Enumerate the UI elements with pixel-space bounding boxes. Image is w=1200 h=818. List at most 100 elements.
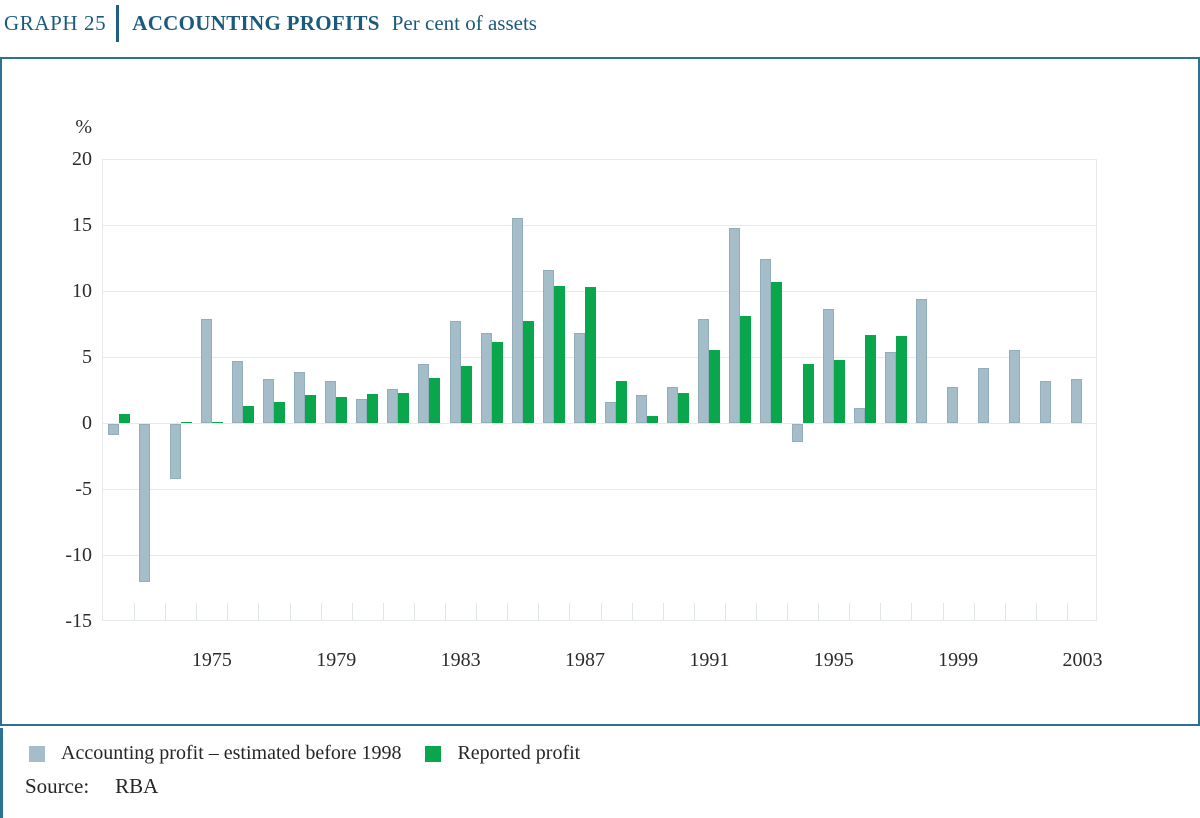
axis-tick <box>351 603 353 621</box>
axis-tick <box>476 603 478 621</box>
axis-tick <box>258 603 260 621</box>
bar-reported-1988 <box>616 380 627 423</box>
x-tick-label-1979: 1979 <box>316 649 357 671</box>
gridline-0 <box>103 423 1096 424</box>
bar-reported-1985 <box>522 321 534 423</box>
bar-reported-1996 <box>864 334 876 423</box>
bar-reported-1990 <box>678 392 690 423</box>
axis-tick <box>662 603 664 621</box>
bar-reported-1995 <box>833 359 845 423</box>
bar-accounting-2000 <box>978 367 990 423</box>
axis-tick <box>880 603 882 621</box>
bar-accounting-1988 <box>605 401 616 423</box>
bar-accounting-1999 <box>947 387 959 423</box>
chart-subtitle: Per cent of assets <box>391 10 537 35</box>
axis-tick <box>227 603 229 621</box>
x-tick-label-2003: 2003 <box>1062 649 1103 671</box>
plot-area: 1975 1979 1983 1987 1991 1995 1999 2003 <box>102 159 1102 671</box>
axis-tick <box>787 603 789 621</box>
bar-accounting-1989 <box>636 395 648 423</box>
axis-tick <box>507 603 509 621</box>
axis-tick <box>134 603 136 621</box>
bar-accounting-1994 <box>791 424 803 443</box>
x-tick-label-1983: 1983 <box>440 649 481 671</box>
legend-item-accounting: Accounting profit – estimated before 199… <box>29 742 401 765</box>
axis-tick <box>755 603 757 621</box>
axis-tick <box>818 603 820 621</box>
y-tick-label--5: -5 <box>75 478 92 500</box>
bar-reported-1993 <box>771 281 783 423</box>
gridline-10 <box>103 291 1096 292</box>
axis-tick <box>849 603 851 621</box>
axis-tick <box>724 603 726 621</box>
legend-label-reported: Reported profit <box>457 742 581 764</box>
bar-reported-1975 <box>211 421 223 423</box>
axis-tick <box>538 603 540 621</box>
bar-accounting-1973 <box>138 424 150 583</box>
axis-tick <box>196 603 198 621</box>
bar-reported-1997 <box>895 335 907 423</box>
bar-accounting-1997 <box>884 351 896 423</box>
bar-reported-1977 <box>273 401 285 423</box>
bar-reported-1994 <box>802 363 814 423</box>
bar-accounting-1986 <box>542 269 554 423</box>
bar-reported-1983 <box>460 366 472 423</box>
bar-accounting-1972 <box>107 424 119 435</box>
x-tick-label-1999: 1999 <box>938 649 979 671</box>
bar-accounting-1978 <box>294 371 306 423</box>
bar-reported-1986 <box>553 285 565 423</box>
bar-reported-1972 <box>118 413 130 423</box>
bar-accounting-1990 <box>667 387 679 423</box>
bar-accounting-1996 <box>853 408 865 423</box>
bar-accounting-1985 <box>511 218 523 423</box>
axis-tick <box>1004 603 1006 621</box>
reported-profit-swatch <box>425 745 442 762</box>
bar-accounting-1976 <box>231 360 243 423</box>
bar-reported-1982 <box>429 378 441 423</box>
bar-accounting-1977 <box>262 379 274 423</box>
axis-tick <box>693 603 695 621</box>
bar-reported-1989 <box>647 416 659 423</box>
bar-accounting-1995 <box>822 309 834 423</box>
bar-accounting-1991 <box>698 318 710 423</box>
axis-tick <box>1066 603 1068 621</box>
x-tick-label-1975: 1975 <box>191 649 232 671</box>
bar-accounting-1974 <box>169 424 181 480</box>
header-divider <box>116 4 120 42</box>
y-tick-label-15: 15 <box>72 214 92 236</box>
axis-tick <box>165 603 167 621</box>
axis-tick <box>600 603 602 621</box>
gridline-5 <box>103 357 1096 358</box>
bar-reported-1984 <box>491 342 503 423</box>
legend-label-accounting: Accounting profit – estimated before 199… <box>61 742 402 764</box>
y-tick-label--15: -15 <box>65 610 92 632</box>
bar-accounting-1993 <box>760 259 772 423</box>
bar-reported-1981 <box>398 392 410 423</box>
legend-area: Accounting profit – estimated before 199… <box>0 728 1200 818</box>
y-tick-label-20: 20 <box>72 148 92 170</box>
axis-tick <box>942 603 944 621</box>
bar-accounting-1987 <box>573 333 585 423</box>
axis-tick <box>631 603 633 621</box>
x-tick-label-1991: 1991 <box>689 649 730 671</box>
bar-reported-1978 <box>305 395 317 423</box>
bar-accounting-2002 <box>1040 380 1052 423</box>
gridline--10 <box>103 555 1096 556</box>
bar-accounting-1981 <box>387 388 399 423</box>
gridline--15 <box>103 620 1096 621</box>
axis-tick <box>289 603 291 621</box>
chart-title: ACCOUNTING PROFITS <box>132 10 380 35</box>
bar-accounting-1979 <box>325 380 337 423</box>
legend-item-reported: Reported profit <box>425 742 580 765</box>
gridline--5 <box>103 489 1096 490</box>
bar-reported-1980 <box>367 393 379 423</box>
bar-accounting-1984 <box>480 333 492 423</box>
legend-row: Accounting profit – estimated before 199… <box>29 742 580 765</box>
y-tick-label-0: 0 <box>82 412 92 434</box>
axis-tick <box>1035 603 1037 621</box>
bar-accounting-1982 <box>418 363 430 423</box>
axis-tick <box>911 603 913 621</box>
bar-reported-1979 <box>336 396 348 423</box>
source-label: Source: <box>25 774 90 798</box>
y-tick-label--10: -10 <box>65 544 92 566</box>
